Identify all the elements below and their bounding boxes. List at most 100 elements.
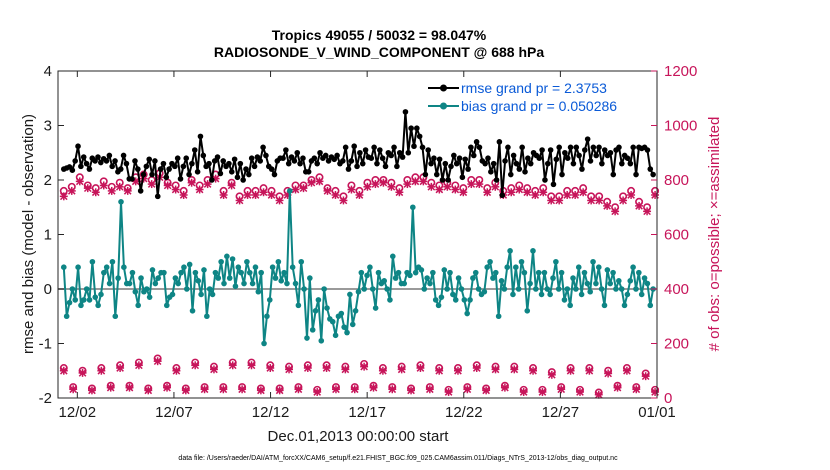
rmse-point	[297, 160, 303, 167]
obs-assimilated-marker	[419, 177, 428, 186]
rmse-point	[428, 160, 434, 167]
rmse-point	[527, 160, 534, 167]
bias-point	[384, 286, 390, 292]
bias-point	[441, 267, 448, 273]
rmse-point	[351, 143, 357, 150]
bias-point	[584, 280, 591, 287]
bias-point	[204, 313, 210, 320]
rmse-point	[377, 147, 383, 153]
bias-point	[301, 286, 307, 292]
obs-assimilated-marker	[483, 188, 492, 197]
obs-assimilated-marker	[585, 366, 594, 375]
rmse-point	[132, 158, 138, 164]
bias-point	[138, 275, 144, 281]
obs-assimilated-marker	[144, 386, 153, 395]
obs-assimilated-marker	[294, 385, 303, 394]
rmse-point	[300, 155, 306, 161]
bias-point	[206, 286, 213, 292]
obs-assimilated-marker	[153, 357, 162, 366]
plot-area	[58, 71, 657, 398]
rmse-point	[80, 154, 87, 160]
bias-point	[69, 286, 76, 292]
obs-assimilated-marker	[519, 388, 528, 396]
obs-assimilated-marker	[463, 385, 472, 394]
bias-point	[155, 275, 162, 281]
rmse-line	[63, 110, 654, 198]
obs-assimilated-marker	[611, 207, 620, 216]
rmse-point	[616, 144, 622, 151]
y-tick-label: 3	[44, 118, 52, 135]
bias-point	[132, 288, 139, 295]
bias-point	[467, 297, 473, 303]
bias-point	[618, 286, 625, 292]
rmse-point	[359, 160, 366, 167]
rmse-point	[644, 147, 651, 153]
bias-point	[244, 258, 250, 265]
obs-count-markers	[59, 169, 660, 399]
obs-assimilated-marker	[238, 385, 247, 394]
obs-assimilated-marker	[350, 385, 359, 394]
bias-point	[630, 264, 636, 271]
rmse-point	[436, 156, 443, 163]
bias-point	[638, 291, 645, 298]
obs-assimilated-marker	[91, 188, 100, 197]
bias-point	[218, 258, 224, 265]
bias-point	[387, 297, 393, 303]
bias-point	[521, 269, 528, 276]
bias-point	[106, 280, 113, 287]
obs-assimilated-marker	[411, 177, 420, 186]
rmse-point	[311, 155, 318, 161]
obs-assimilated-marker	[200, 385, 209, 394]
rmse-point	[610, 171, 617, 178]
obs-assimilated-marker	[604, 369, 613, 378]
bias-point	[513, 264, 519, 271]
obs-assimilated-marker	[323, 186, 332, 195]
bias-point	[438, 294, 445, 300]
bias-point	[135, 302, 141, 309]
legend: rmse grand pr = 2.3753 bias grand pr = 0…	[428, 77, 646, 115]
bias-point	[604, 267, 611, 273]
rmse-point	[75, 143, 81, 150]
obs-assimilated-marker	[106, 383, 115, 392]
bias-point	[487, 258, 493, 265]
rmse-point	[257, 158, 264, 164]
bias-point	[281, 269, 287, 276]
rmse-point	[374, 160, 380, 167]
bias-point	[570, 275, 576, 281]
bias-point	[518, 258, 525, 265]
bias-point	[261, 340, 267, 347]
bias-point	[284, 280, 290, 287]
bias-point	[81, 297, 87, 303]
obs-assimilated-marker	[179, 191, 188, 199]
rmse-point	[505, 144, 511, 151]
obs-assimilated-marker	[416, 364, 425, 372]
rmse-point	[69, 167, 76, 173]
bias-point	[163, 302, 170, 309]
rmse-point	[288, 154, 295, 160]
bias-point	[66, 299, 73, 306]
rmse-point	[510, 152, 517, 159]
rmse-point	[189, 160, 195, 167]
obs-assimilated-marker	[594, 390, 603, 399]
bias-point	[401, 280, 408, 287]
obs-assimilated-marker	[172, 366, 181, 375]
obs-assimilated-marker	[99, 181, 108, 190]
obs-assimilated-marker	[632, 385, 641, 394]
rmse-point	[445, 177, 451, 183]
rmse-point	[231, 156, 238, 163]
rmse-point	[402, 109, 409, 115]
bias-point	[181, 264, 187, 271]
rmse-point	[246, 171, 252, 178]
bias-point	[307, 275, 313, 281]
bias-point	[186, 261, 193, 268]
rmse-point	[536, 155, 543, 161]
bias-point	[255, 288, 262, 295]
obs-assimilated-marker	[651, 191, 660, 199]
rmse-point	[263, 152, 269, 159]
obs-assimilated-marker	[369, 383, 378, 392]
bias-point	[198, 291, 204, 298]
bias-point	[647, 302, 654, 309]
obs-assimilated-marker	[210, 365, 218, 374]
bias-point	[358, 269, 365, 276]
bias-point	[229, 256, 236, 262]
